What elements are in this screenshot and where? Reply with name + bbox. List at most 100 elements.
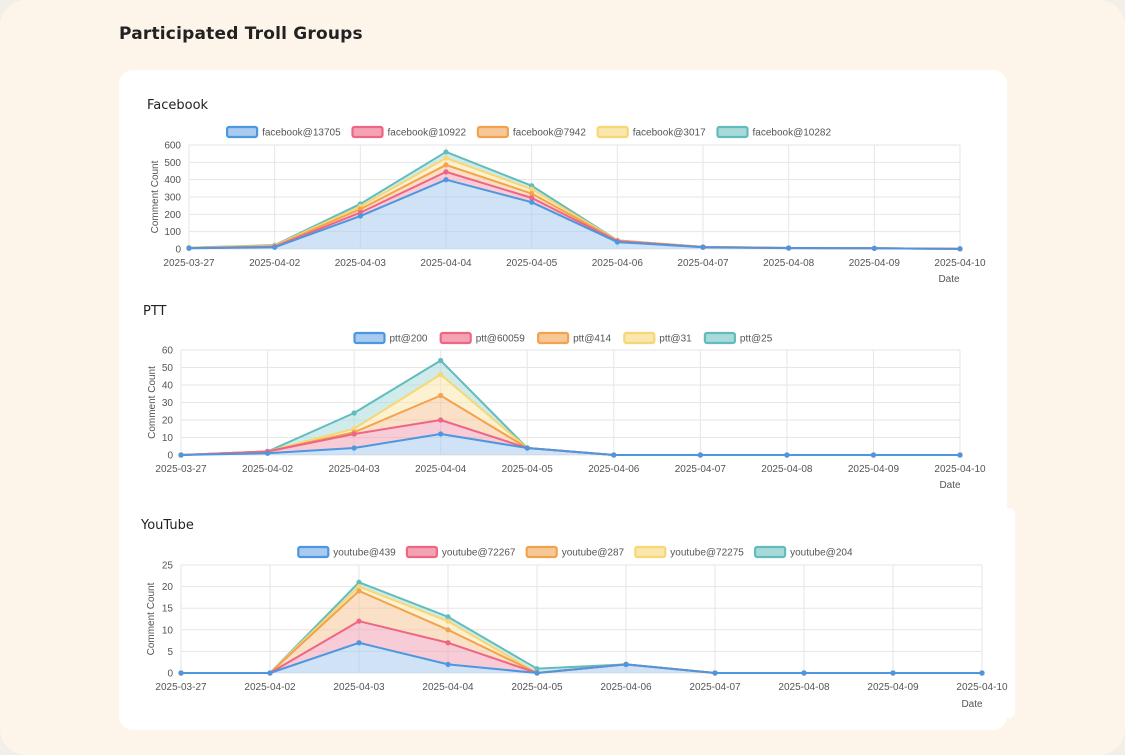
legend-item[interactable]: youtube@439	[297, 545, 396, 559]
y-tick-label: 300	[164, 193, 181, 204]
data-point[interactable]	[700, 244, 706, 250]
data-point[interactable]	[438, 392, 444, 399]
data-point[interactable]	[438, 371, 444, 378]
data-point[interactable]	[784, 452, 790, 458]
series-area-1	[181, 621, 982, 673]
y-tick-label: 0	[175, 245, 181, 256]
data-point[interactable]	[534, 666, 540, 672]
legend-swatch	[623, 331, 656, 345]
legend-item[interactable]: ptt@200	[353, 331, 428, 345]
x-tick-label: 2025-04-10	[934, 258, 986, 269]
data-point[interactable]	[443, 155, 449, 161]
data-point[interactable]	[957, 452, 963, 458]
data-point[interactable]	[443, 169, 449, 175]
legend-label: facebook@3017	[633, 128, 706, 139]
data-point[interactable]	[611, 452, 617, 458]
legend-item[interactable]: youtube@72275	[634, 545, 744, 559]
legend-swatch	[353, 331, 386, 345]
x-tick-label: 2025-04-06	[592, 258, 644, 269]
legend-label: ptt@25	[740, 334, 773, 345]
legend-item[interactable]: facebook@7942	[476, 125, 586, 139]
data-point[interactable]	[178, 452, 184, 458]
legend-item[interactable]: youtube@72267	[405, 545, 516, 559]
data-point[interactable]	[272, 244, 278, 250]
legend-swatch	[439, 331, 472, 345]
data-point[interactable]	[438, 357, 444, 364]
data-point[interactable]	[438, 417, 444, 423]
data-point[interactable]	[786, 245, 792, 251]
legend: facebook@13705 facebook@10922 facebook@794…	[226, 125, 832, 139]
data-point[interactable]	[524, 445, 530, 451]
data-point[interactable]	[445, 661, 451, 667]
data-point[interactable]	[712, 670, 718, 676]
legend-swatch	[596, 125, 629, 139]
data-point[interactable]	[445, 640, 451, 646]
legend-item[interactable]: youtube@287	[525, 545, 625, 559]
legend-item[interactable]: youtube@204	[753, 545, 853, 559]
x-tick-label: 2025-03-27	[163, 258, 215, 269]
data-point[interactable]	[443, 162, 449, 168]
data-point[interactable]	[890, 670, 896, 676]
y-tick-label: 0	[167, 451, 173, 462]
data-point[interactable]	[623, 661, 629, 667]
y-axis-label: Comment Count	[150, 160, 161, 233]
data-point[interactable]	[267, 670, 273, 676]
legend-swatch	[703, 331, 737, 345]
legend-item[interactable]: ptt@60059	[439, 331, 526, 345]
data-point[interactable]	[529, 186, 535, 192]
data-point[interactable]	[614, 239, 620, 245]
data-point[interactable]	[356, 584, 362, 590]
data-point[interactable]	[529, 199, 535, 205]
x-tick-label: 2025-04-05	[511, 682, 563, 693]
x-tick-label: 2025-04-02	[242, 464, 294, 475]
legend-label: facebook@13705	[262, 128, 341, 139]
data-point[interactable]	[356, 579, 362, 585]
y-tick-label: 60	[162, 346, 174, 357]
legend-item[interactable]: facebook@10282	[716, 125, 832, 139]
data-point[interactable]	[443, 149, 449, 155]
data-point[interactable]	[356, 588, 362, 594]
data-point[interactable]	[356, 618, 362, 624]
legend-swatch	[351, 125, 384, 139]
data-point[interactable]	[445, 627, 451, 633]
data-point[interactable]	[445, 614, 451, 620]
data-point[interactable]	[697, 452, 703, 458]
y-tick-label: 15	[162, 604, 174, 615]
legend-item[interactable]: ptt@31	[623, 331, 692, 345]
x-tick-label: 2025-04-10	[956, 682, 1008, 693]
data-point[interactable]	[534, 670, 540, 676]
legend-item[interactable]: ptt@414	[536, 331, 611, 345]
x-tick-label: 2025-04-04	[415, 464, 467, 475]
data-point[interactable]	[870, 452, 877, 458]
legend-label: youtube@287	[562, 548, 625, 559]
x-tick-label: 2025-04-02	[244, 682, 296, 693]
legend-item[interactable]: facebook@10922	[351, 125, 467, 139]
data-point[interactable]	[979, 670, 985, 676]
data-point[interactable]	[529, 190, 535, 197]
series-area-0	[181, 642, 982, 673]
legend-label: youtube@72275	[670, 548, 744, 559]
legend: youtube@439 youtube@72267 youtube@287 youtu…	[297, 545, 853, 559]
legend-item[interactable]: facebook@3017	[596, 125, 706, 139]
data-point[interactable]	[178, 670, 184, 676]
data-point[interactable]	[351, 410, 357, 416]
data-point[interactable]	[529, 195, 535, 201]
data-point[interactable]	[871, 245, 877, 251]
data-point[interactable]	[957, 246, 963, 252]
legend-item[interactable]: facebook@13705	[226, 125, 341, 139]
data-point[interactable]	[351, 445, 357, 451]
data-point[interactable]	[351, 431, 357, 437]
data-point[interactable]	[801, 670, 807, 676]
x-tick-label: 2025-04-10	[934, 464, 986, 475]
data-point[interactable]	[438, 431, 444, 437]
data-point[interactable]	[357, 213, 363, 219]
data-point[interactable]	[264, 450, 271, 456]
series-areas	[186, 149, 963, 252]
legend-item[interactable]: ptt@25	[703, 331, 773, 345]
data-point[interactable]	[186, 245, 192, 251]
y-tick-label: 40	[162, 381, 174, 392]
data-point[interactable]	[445, 618, 451, 624]
data-point[interactable]	[443, 177, 449, 183]
data-point[interactable]	[356, 640, 362, 646]
